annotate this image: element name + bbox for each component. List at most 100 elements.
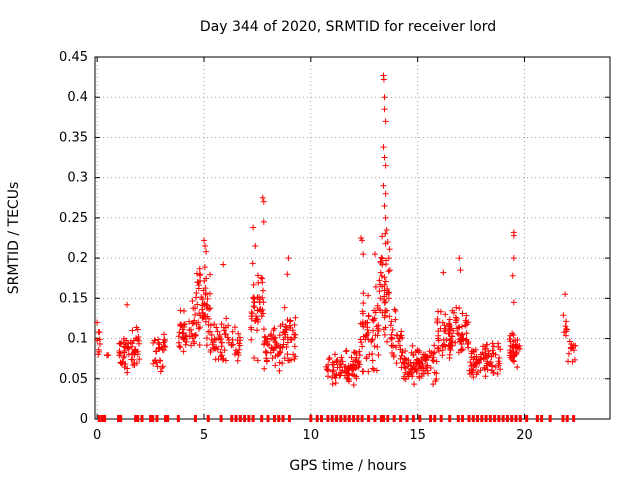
data-point <box>236 342 243 349</box>
data-point <box>267 333 274 340</box>
data-point <box>425 370 432 377</box>
data-point <box>431 369 438 376</box>
data-point <box>359 237 366 244</box>
data-point <box>377 259 384 266</box>
data-point <box>389 349 396 356</box>
data-point <box>157 357 164 364</box>
data-point <box>159 364 166 371</box>
data-point <box>386 246 393 253</box>
data-point <box>411 381 418 388</box>
data-point <box>388 318 395 325</box>
y-tick-label: 0 <box>80 412 88 427</box>
data-point <box>510 331 517 338</box>
data-point <box>188 342 194 349</box>
data-point <box>196 324 203 331</box>
data-point <box>446 351 453 358</box>
data-point <box>250 302 257 309</box>
data-point <box>402 347 409 354</box>
y-tick-label: 0.45 <box>59 50 88 65</box>
data-point <box>453 315 460 322</box>
data-point <box>385 255 392 262</box>
data-point <box>465 344 472 351</box>
data-point <box>424 367 431 374</box>
data-point <box>393 360 400 367</box>
data-point <box>459 331 466 338</box>
data-point <box>136 340 143 347</box>
data-point <box>496 354 503 361</box>
data-point <box>162 343 169 350</box>
data-point <box>440 269 447 276</box>
data-point <box>273 340 280 347</box>
data-point <box>289 327 296 334</box>
data-point <box>416 373 423 380</box>
data-point <box>456 255 463 262</box>
data-point <box>569 358 576 365</box>
data-point <box>446 329 453 336</box>
data-point <box>160 339 167 346</box>
data-point <box>150 339 157 346</box>
data-point <box>279 360 286 367</box>
data-point <box>495 358 502 365</box>
data-point <box>180 336 187 343</box>
data-point <box>369 365 376 372</box>
data-point <box>401 364 408 371</box>
data-point <box>117 359 124 366</box>
data-point <box>384 338 391 345</box>
data-point <box>248 309 255 316</box>
data-point <box>358 339 365 346</box>
data-point <box>445 321 452 328</box>
data-point <box>399 359 406 366</box>
data-point <box>345 363 352 370</box>
data-point <box>464 338 471 345</box>
data-point <box>121 348 128 355</box>
data-point <box>456 336 463 343</box>
x-axis-label: GPS time / hours <box>289 458 406 474</box>
data-point <box>481 365 488 372</box>
data-point <box>207 322 214 329</box>
data-point <box>161 331 168 338</box>
data-point <box>513 351 520 358</box>
data-point <box>382 214 389 221</box>
data-point <box>94 337 101 344</box>
data-point <box>258 313 265 320</box>
data-points <box>94 72 579 422</box>
data-point <box>284 339 291 346</box>
data-point <box>447 347 454 354</box>
data-point <box>562 332 569 339</box>
data-point <box>132 346 139 353</box>
data-point <box>254 294 261 301</box>
data-point <box>390 353 397 360</box>
data-point <box>195 285 202 292</box>
data-point <box>339 367 346 374</box>
data-point <box>292 331 299 338</box>
data-point <box>381 94 388 101</box>
data-point <box>201 264 208 271</box>
data-point <box>370 366 377 373</box>
data-point <box>284 271 291 278</box>
data-point <box>284 351 291 358</box>
data-point <box>432 377 439 384</box>
data-point <box>120 354 127 361</box>
data-point <box>490 369 497 376</box>
data-point <box>382 278 389 285</box>
data-point <box>197 272 204 279</box>
data-point <box>329 374 336 381</box>
data-point <box>195 319 202 326</box>
data-point <box>470 374 477 381</box>
data-point <box>385 295 392 302</box>
data-point <box>337 358 344 365</box>
data-point <box>280 341 287 348</box>
data-point <box>254 327 261 334</box>
data-point <box>249 260 256 267</box>
data-point <box>401 373 408 380</box>
data-point <box>509 352 516 359</box>
y-tick-label: 0.35 <box>59 130 88 145</box>
data-point <box>514 364 521 371</box>
data-point <box>441 328 448 335</box>
data-point <box>381 296 388 303</box>
data-point <box>473 371 480 378</box>
data-point <box>334 357 341 364</box>
data-point <box>345 378 352 385</box>
data-point <box>222 331 229 338</box>
